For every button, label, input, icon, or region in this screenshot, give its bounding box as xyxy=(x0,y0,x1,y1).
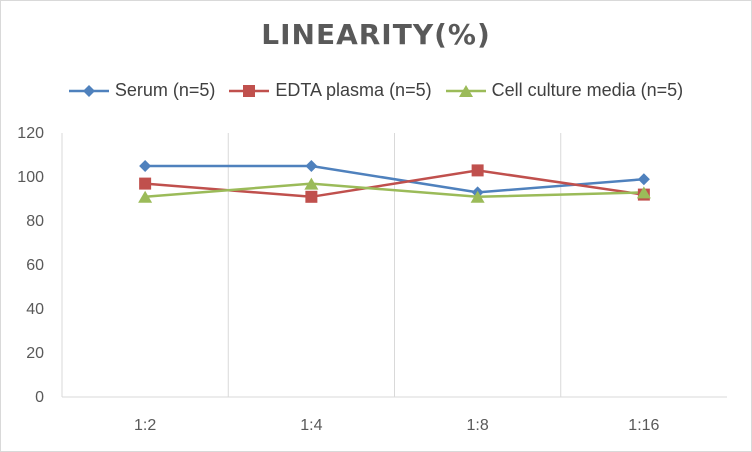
data-point-serum xyxy=(637,173,650,186)
data-point-cell-culture-media xyxy=(304,177,319,190)
series-line-2 xyxy=(145,182,644,199)
chart-legend: Serum (n=5) EDTA plasma (n=5) Cell cultu… xyxy=(0,80,752,101)
y-tick-label: 100 xyxy=(17,169,44,186)
x-tick-label: 1:4 xyxy=(300,417,322,434)
chart-title: LINEARITY(%) xyxy=(261,18,491,51)
legend-label-serum: Serum (n=5) xyxy=(114,80,216,100)
data-point-cell-culture-media xyxy=(138,190,153,203)
data-point-cell-culture-media xyxy=(470,190,485,203)
y-tick-label: 0 xyxy=(35,389,44,406)
data-point-serum xyxy=(305,160,318,172)
y-tick-label: 40 xyxy=(26,301,44,318)
y-tick-label: 120 xyxy=(17,125,44,142)
legend-label-cell-culture-media: Cell culture media (n=5) xyxy=(491,80,684,100)
y-tick-label: 60 xyxy=(26,257,44,274)
legend-item-serum: Serum (n=5) xyxy=(68,80,216,101)
x-tick-label: 1:2 xyxy=(134,417,156,434)
legend-swatch-edta-plasma xyxy=(229,84,270,97)
y-tick-label: 80 xyxy=(26,213,44,230)
legend-swatch-cell-culture-media xyxy=(445,84,486,97)
legend-swatch-serum xyxy=(68,84,109,97)
data-point-cell-culture-media xyxy=(636,186,651,199)
legend-label-edta-plasma: EDTA plasma (n=5) xyxy=(275,80,432,100)
legend-item-edta-plasma: EDTA plasma (n=5) xyxy=(229,80,432,101)
data-point-edta-plasma xyxy=(305,190,318,203)
x-tick-label: 1:8 xyxy=(467,417,489,434)
legend-item-cell-culture-media: Cell culture media (n=5) xyxy=(445,80,684,101)
series-line-0 xyxy=(145,164,644,194)
data-point-edta-plasma xyxy=(471,164,484,177)
data-point-edta-plasma xyxy=(139,177,152,190)
x-tick-label: 1:16 xyxy=(628,417,659,434)
y-tick-label: 20 xyxy=(26,345,44,362)
data-point-serum xyxy=(139,160,152,172)
